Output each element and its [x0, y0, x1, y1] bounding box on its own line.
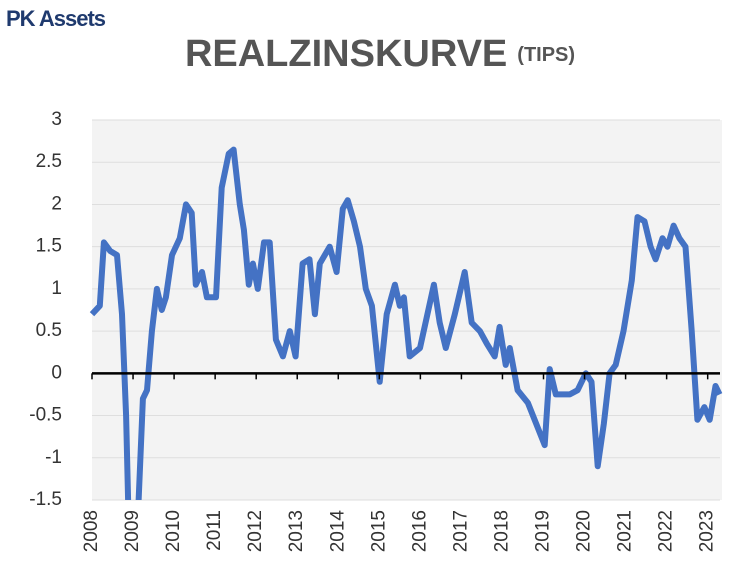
y-tick-label: 1: [51, 278, 62, 299]
x-tick-label: 2020: [574, 510, 595, 552]
y-tick-label: 2: [51, 193, 62, 214]
x-tick-label: 2009: [122, 510, 143, 552]
y-tick-label: 3: [51, 109, 62, 130]
x-tick-label: 2014: [327, 510, 348, 553]
y-tick-label: -1: [45, 447, 62, 468]
data-line: [89, 146, 723, 500]
brand: PK Assets: [6, 6, 106, 31]
y-tick-label: 2.5: [36, 151, 62, 172]
x-tick-label: 2015: [368, 510, 389, 552]
x-tick-label: 2019: [533, 510, 554, 552]
x-tick-label: 2023: [697, 510, 718, 552]
x-tick-label: 2008: [81, 510, 102, 552]
y-tick-label: 1.5: [36, 236, 62, 257]
x-tick-label: 2018: [491, 510, 512, 552]
chart-title: REALZINSKURVE (TIPS): [185, 33, 575, 75]
x-tick-label: 2022: [656, 510, 677, 552]
y-tick-label: 0.5: [36, 320, 62, 341]
x-tick-label: 2021: [615, 510, 636, 552]
x-tick-label: 2013: [286, 510, 307, 552]
title: REALZINSKURVE: [185, 33, 507, 75]
y-tick-label: -1.5: [29, 489, 62, 510]
subtitle: (TIPS): [517, 44, 575, 66]
y-tick-label: 0: [51, 362, 62, 383]
x-tick-label: 2010: [163, 510, 184, 552]
x-tick-label: 2016: [409, 510, 430, 552]
x-tick-label: 2012: [245, 510, 266, 552]
y-tick-label: -0.5: [29, 405, 62, 426]
x-tick-label: 2011: [204, 510, 225, 551]
x-tick-label: 2017: [450, 510, 471, 552]
